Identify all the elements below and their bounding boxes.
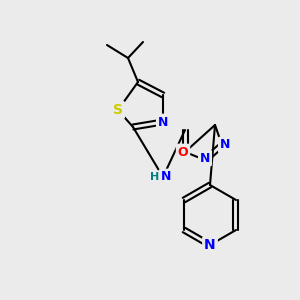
Text: H: H [150,172,160,182]
Text: N: N [161,170,171,184]
Text: N: N [200,152,210,164]
Text: O: O [178,146,188,158]
Text: N: N [220,139,230,152]
Text: N: N [204,238,216,252]
Text: N: N [158,116,168,128]
Text: S: S [113,103,123,117]
